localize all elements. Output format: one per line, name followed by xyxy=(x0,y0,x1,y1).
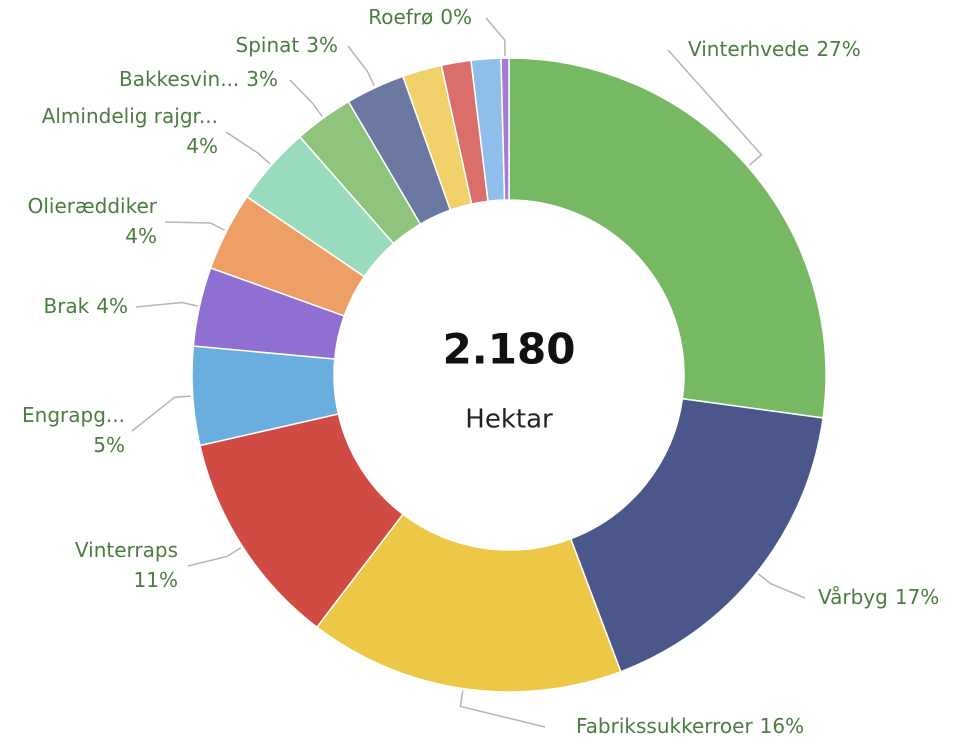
label-value: 4% xyxy=(186,134,218,158)
slice xyxy=(500,57,510,201)
label-name: Vårbyg xyxy=(818,585,888,609)
label-value: 0% xyxy=(440,5,472,29)
data-label: Fabrikssukkerroer 16% xyxy=(576,714,804,738)
label-value: 17% xyxy=(895,585,939,609)
slice xyxy=(315,513,622,693)
label-name: Roefrø xyxy=(368,5,433,29)
label-value: 27% xyxy=(816,37,860,61)
data-label: Olieræddiker 4% xyxy=(28,194,158,248)
leader-line xyxy=(347,45,375,87)
data-label: Spinat 3% xyxy=(236,33,338,57)
leader-line xyxy=(459,690,546,728)
label-value: 16% xyxy=(760,714,804,738)
leader-line xyxy=(135,301,198,308)
data-label: Bakkesvin... 3% xyxy=(119,67,278,91)
label-name: Engrapg... xyxy=(22,403,125,427)
leader-line xyxy=(187,547,242,567)
label-value: 11% xyxy=(134,568,178,592)
center-label: Hektar xyxy=(465,405,553,435)
data-label: Vinterraps 11% xyxy=(75,538,178,592)
slice xyxy=(508,57,827,419)
label-value: 4% xyxy=(96,294,128,318)
label-name: Almindelig rajgr... xyxy=(42,104,218,128)
slice xyxy=(569,397,824,673)
leader-line xyxy=(289,79,323,117)
data-label: Engrapg... 5% xyxy=(22,403,125,457)
label-name: Olieræddiker xyxy=(28,194,158,218)
leader-line xyxy=(164,221,226,231)
label-name: Bakkesvin... xyxy=(119,67,239,91)
data-label: Almindelig rajgr... 4% xyxy=(42,104,218,158)
label-name: Spinat xyxy=(236,33,300,57)
labels: Vinterhvede 27% Vårbyg 17% Fabrikssukkerroer… xyxy=(22,5,939,738)
label-value: 4% xyxy=(125,224,157,248)
leader-line xyxy=(485,17,506,57)
leader-line xyxy=(757,573,806,599)
label-value: 3% xyxy=(306,33,338,57)
leader-line xyxy=(667,49,763,166)
label-name: Vinterraps xyxy=(75,538,178,562)
leader-line xyxy=(225,131,271,165)
label-value: 3% xyxy=(246,67,278,91)
data-label: Roefrø 0% xyxy=(368,5,472,29)
data-label: Vinterhvede 27% xyxy=(688,37,861,61)
label-name: Vinterhvede xyxy=(688,37,809,61)
data-label: Brak 4% xyxy=(43,294,128,318)
leader-line xyxy=(131,395,191,432)
label-name: Brak xyxy=(43,294,89,318)
data-label: Vårbyg 17% xyxy=(818,585,939,609)
slices xyxy=(191,57,827,693)
center-value: 2.180 xyxy=(443,325,576,374)
label-name: Fabrikssukkerroer xyxy=(576,714,753,738)
label-value: 5% xyxy=(93,433,125,457)
